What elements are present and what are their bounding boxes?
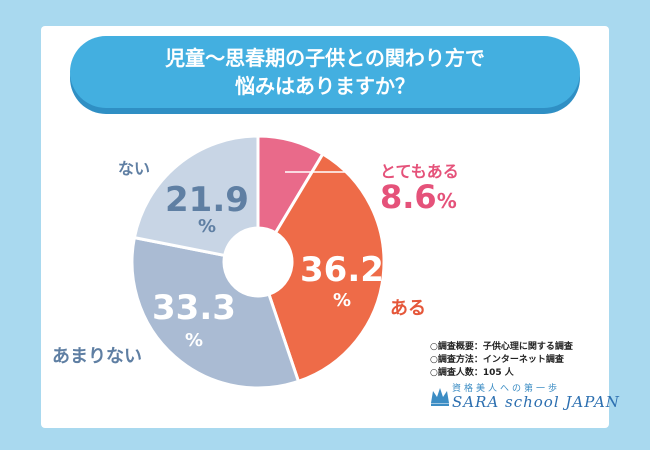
unit-nai: % [198, 216, 217, 237]
unit-amari-nai: % [185, 330, 204, 351]
label-nai: ない [118, 159, 151, 178]
chart-title: 児童〜思春期の子供との関わり方で 悩みはありますか？ [70, 36, 580, 108]
label-amari-nai: あまりない [52, 346, 142, 367]
survey-notes: ○調査概要：子供心理に関する調査 ○調査方法：インターネット調査 ○調査人数：1… [430, 341, 573, 380]
pie-slice-3 [130, 235, 301, 390]
logo-subtitle: 資格美人への第一歩 [452, 384, 561, 394]
logo-name: SARA school JAPAN [452, 393, 620, 411]
title-line-1: 児童〜思春期の子供との関わり方で [165, 46, 485, 70]
note-overview: ○調査概要：子供心理に関する調査 [430, 342, 573, 352]
unit-aru: % [333, 290, 352, 311]
note-count: ○調査人数：105 人 [430, 368, 514, 378]
value-aru: 36.2 [300, 250, 384, 290]
note-method: ○調査方法：インターネット調査 [430, 355, 564, 365]
crown-icon [431, 388, 449, 406]
value-totemo-aru-unit: % [436, 189, 457, 213]
pie-slice-4 [132, 134, 260, 258]
pie-slice-2 [267, 151, 386, 384]
sara-logo: 資格美人への第一歩 SARA school JAPAN [430, 381, 619, 415]
title-line-2: 悩みはありますか？ [235, 74, 415, 98]
label-aru: ある [390, 298, 426, 319]
value-totemo-aru: 8.6% [380, 178, 457, 216]
label-totemo-aru: とてもある [380, 162, 459, 181]
value-amari-nai: 33.3 [152, 288, 236, 328]
value-nai: 21.9 [165, 180, 249, 220]
value-totemo-aru-number: 8.6 [380, 178, 437, 216]
